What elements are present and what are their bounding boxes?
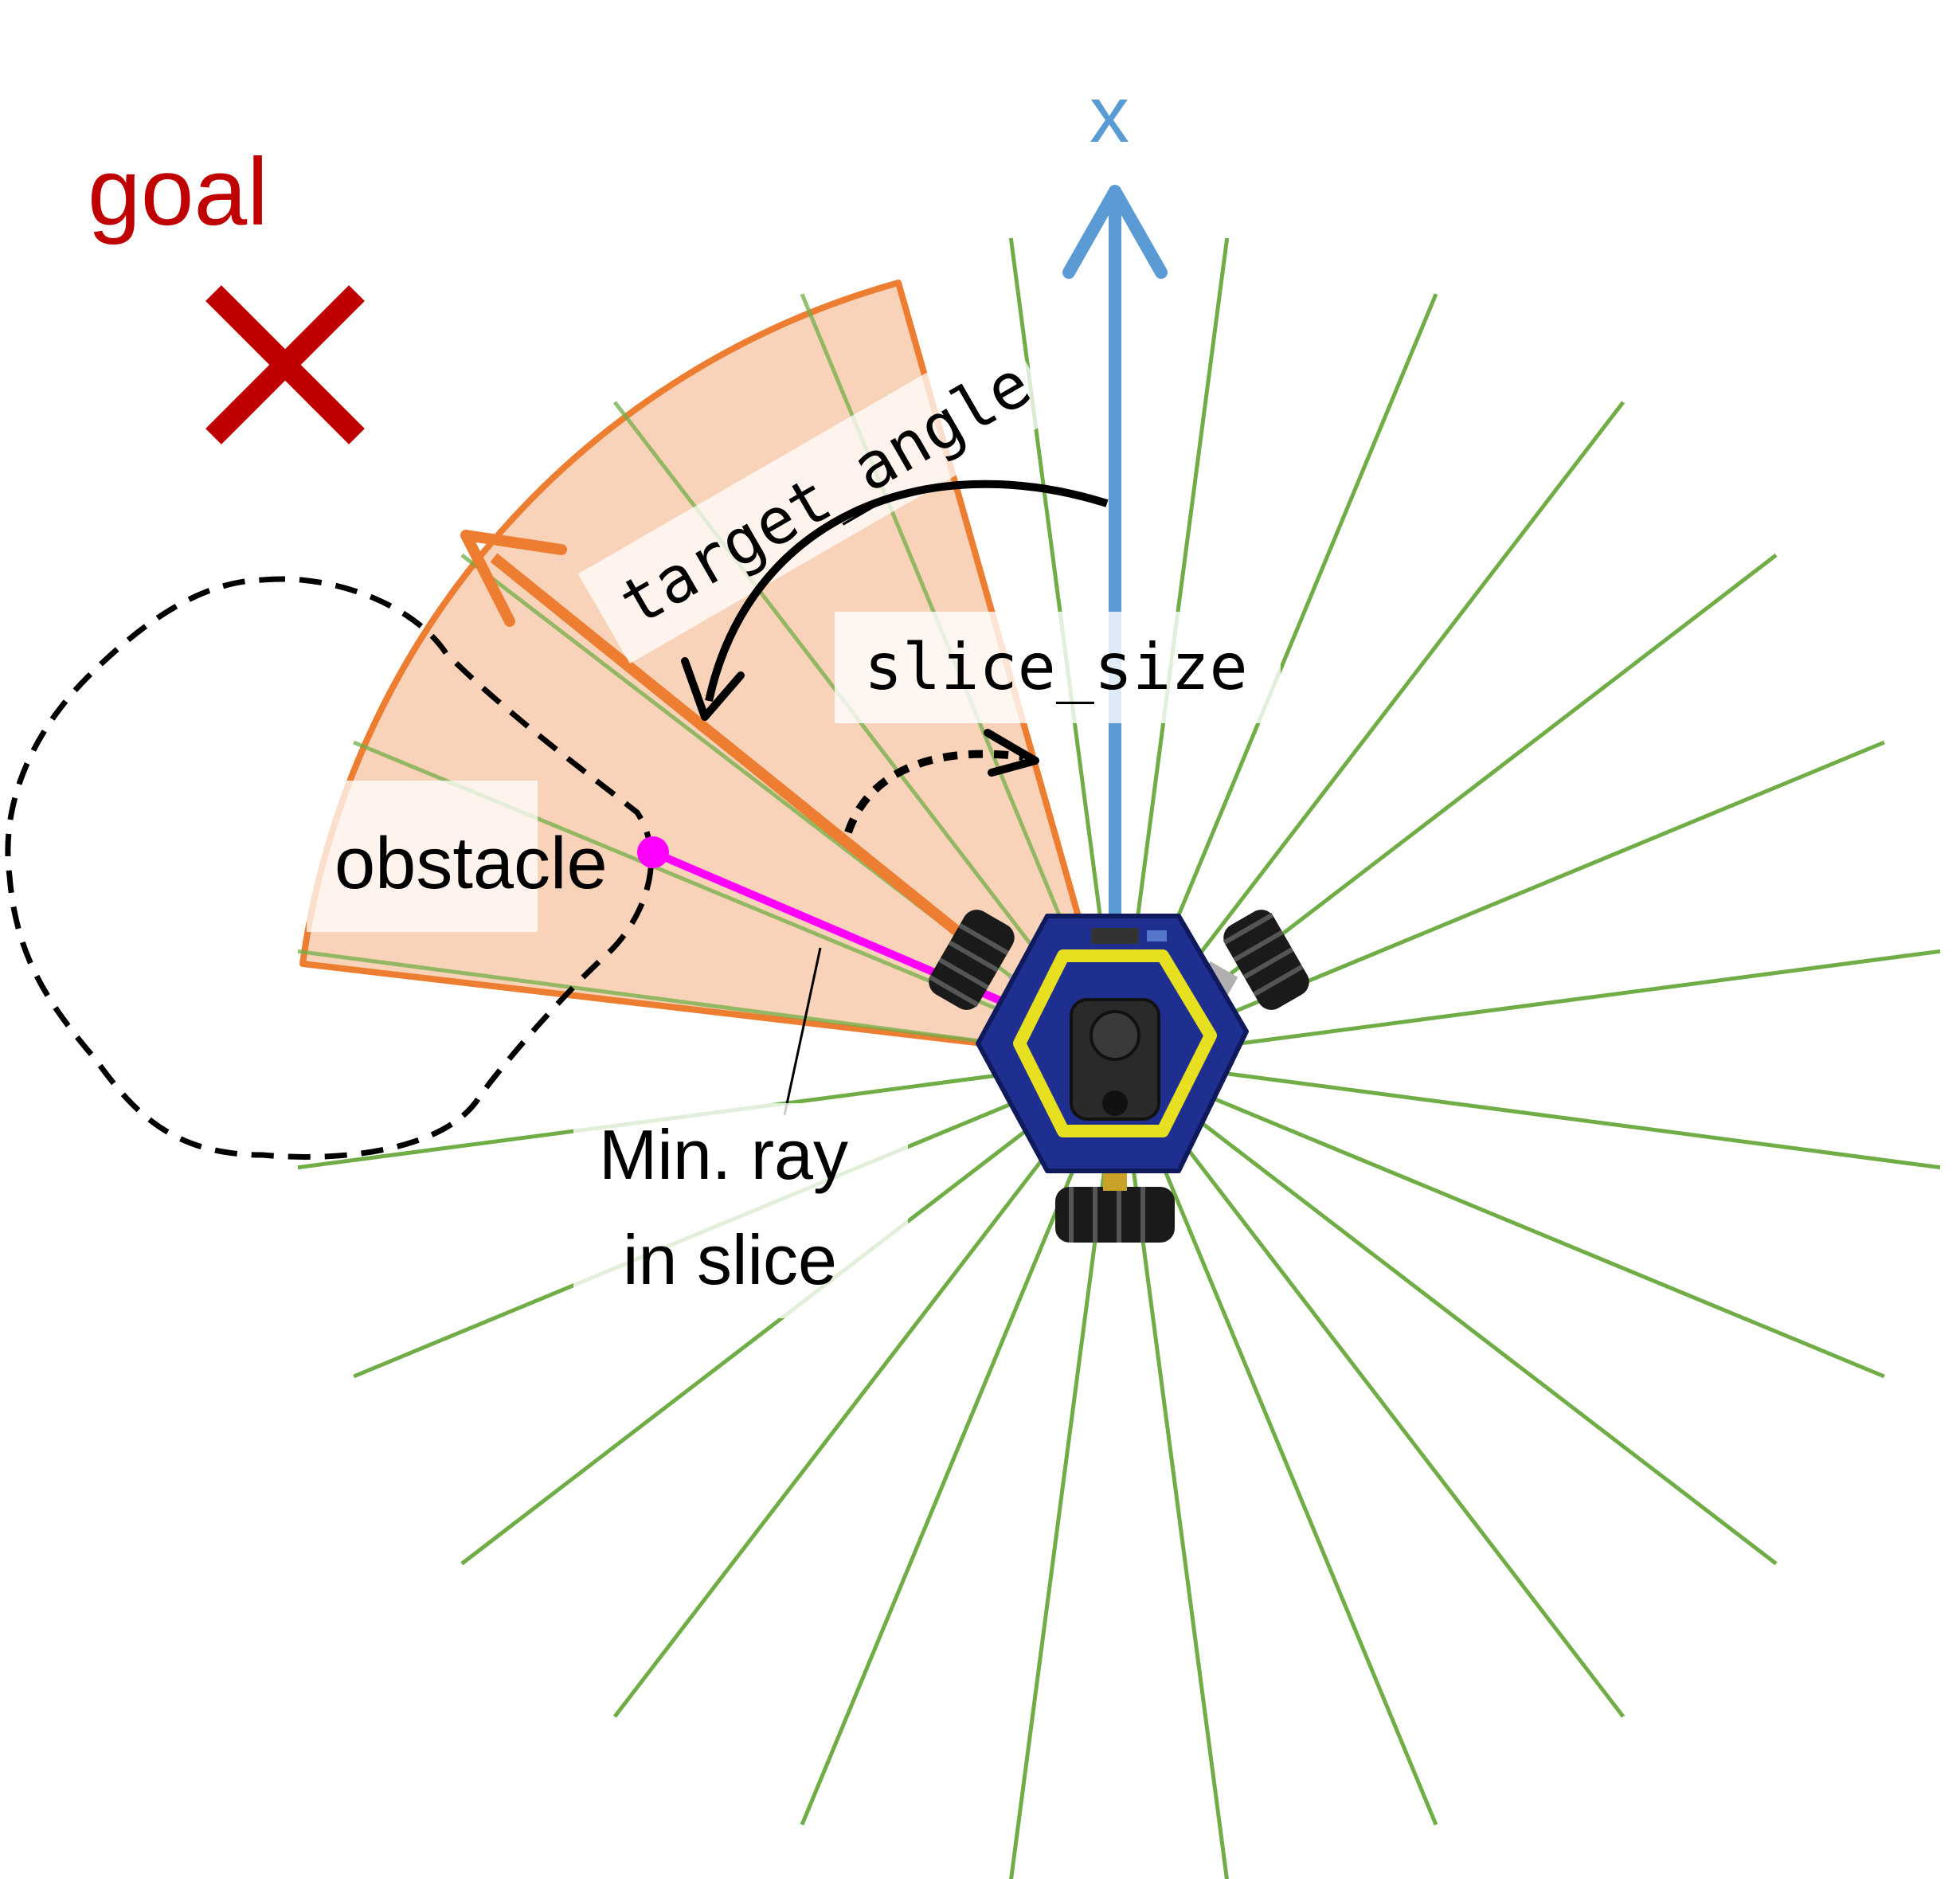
lidar-ray <box>1180 401 1626 979</box>
slice-size-label: slice_size <box>864 630 1248 704</box>
robot-ring <box>1013 949 1217 1137</box>
min-ray-label-line1: Min. ray <box>599 1115 848 1194</box>
lidar-ray <box>1130 1161 1229 1879</box>
lidar-ray <box>1008 237 1108 957</box>
lidar-ray <box>1199 553 1778 998</box>
lidar-ray <box>1180 1140 1626 1718</box>
lidar-ray <box>1009 1161 1108 1879</box>
target-angle-label-bg <box>577 327 1058 664</box>
lidar-ray <box>297 949 1017 1048</box>
lidar-ray <box>1156 1154 1438 1826</box>
goal-marker-icon <box>205 285 365 444</box>
robot-icon <box>928 910 1309 1243</box>
min-ray-leader <box>783 947 822 1116</box>
obstacle-label: obstacle <box>334 823 608 904</box>
slice-size-arrowhead <box>984 729 1039 777</box>
x-axis-label: x <box>1090 70 1129 159</box>
obstacle-label-bg <box>307 781 538 932</box>
target-angle-arrowhead <box>681 657 745 721</box>
lidar-ray <box>1214 740 1885 1022</box>
min-ray-label-line2: in slice <box>623 1220 837 1299</box>
slice-size-label-bg <box>835 612 1281 723</box>
lidar-ray <box>1214 1097 1885 1379</box>
wheel-left <box>928 910 1015 1010</box>
target-direction-arrowhead <box>460 530 567 627</box>
target-angle-arc <box>705 480 1109 703</box>
lidar-ray <box>800 1154 1082 1826</box>
min-ray-point <box>637 836 669 868</box>
obstacle-outline <box>5 576 654 1160</box>
lidar-ray <box>1156 293 1438 965</box>
lidar-ray <box>1199 1121 1778 1566</box>
lidar-ray <box>1221 1071 1941 1170</box>
min-ray-label-bg <box>573 1103 908 1318</box>
target-direction-shaft <box>490 553 992 961</box>
lidar-ray <box>612 1140 1058 1718</box>
goal-label: goal <box>88 139 268 245</box>
x-axis-arrowhead <box>1062 185 1168 279</box>
lidar-ray <box>460 1121 1039 1566</box>
lidar-rays <box>297 237 1941 1879</box>
lidar-ray <box>1130 237 1230 957</box>
lidar-ray <box>1221 949 1941 1048</box>
wheel-right <box>1223 910 1309 1010</box>
